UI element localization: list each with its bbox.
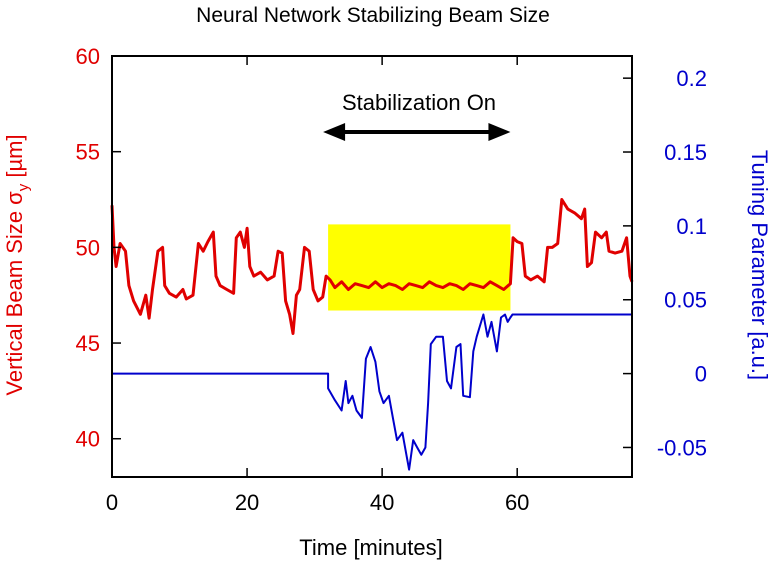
y-left-tick-label: 55 xyxy=(76,140,100,165)
y-right-tick-label: 0.05 xyxy=(664,288,707,313)
chart-title: Neural Network Stabilizing Beam Size xyxy=(196,4,550,27)
plot-content xyxy=(110,198,634,471)
x-tick-label: 40 xyxy=(370,490,394,515)
x-tick-label: 60 xyxy=(505,490,529,515)
axis-ticks: 0 20 40 60 40 45 50 55 60 -0.05 0 0.05 0.1 0.15 0.2 xyxy=(76,44,707,515)
y-right-tick-label: 0.1 xyxy=(676,214,707,239)
x-axis-label: Time [minutes] xyxy=(299,535,442,560)
arrow-head-left xyxy=(323,123,346,141)
stabilization-label: Stabilization On xyxy=(342,90,496,115)
y-left-tick-label: 60 xyxy=(76,44,100,69)
x-tick-label: 0 xyxy=(106,490,118,515)
arrow-head-right xyxy=(488,123,511,141)
y-left-tick-label: 50 xyxy=(76,235,100,260)
y-right-axis-label: Tuning Parameter [a.u.] xyxy=(747,150,772,380)
y-right-tick-label: 0 xyxy=(695,362,707,387)
y-right-tick-label: 0.15 xyxy=(664,140,707,165)
stabilization-arrow xyxy=(323,123,511,141)
y-left-axis-label: Vertical Beam Size σy [µm] xyxy=(2,134,32,395)
x-tick-label: 20 xyxy=(235,490,259,515)
y-left-tick-label: 45 xyxy=(76,331,100,356)
beam-size-series-line xyxy=(110,198,634,335)
y-left-tick-label: 40 xyxy=(76,427,100,452)
plot-frame xyxy=(111,55,633,478)
y-right-tick-label: 0.2 xyxy=(676,66,707,91)
tuning-parameter-series-line xyxy=(112,313,632,471)
y-right-tick-label: -0.05 xyxy=(657,435,707,460)
stabilization-highlight xyxy=(328,224,511,311)
